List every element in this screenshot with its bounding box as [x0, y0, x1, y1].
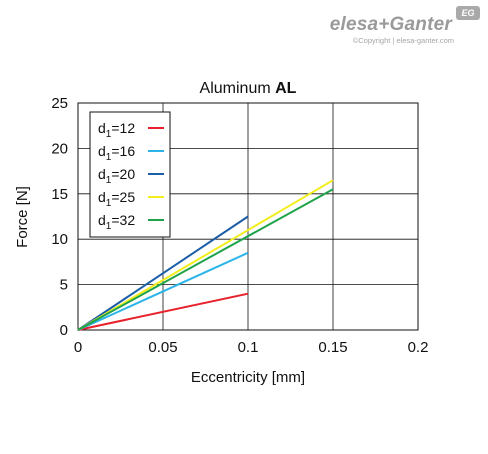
y-tick-label: 10 — [51, 231, 68, 248]
legend-label: d1=32 — [98, 212, 135, 232]
y-tick-labels: 0 5 10 15 20 25 — [51, 95, 68, 339]
y-tick-label: 20 — [51, 140, 68, 157]
y-tick-label: 5 — [60, 277, 68, 294]
series-line-d1-32 — [77, 188, 334, 331]
series-line-d1-12 — [77, 292, 249, 331]
x-tick-label: 0.2 — [408, 339, 429, 356]
x-tick-label: 0.15 — [318, 339, 347, 356]
brand-header: elesa+Ganter ©Copyright | elesa-ganter.c… — [0, 0, 488, 60]
y-axis-label: Force [N] — [14, 186, 31, 248]
x-tick-label: 0 — [74, 339, 82, 356]
legend-label: d1=12 — [98, 120, 135, 140]
legend-label: d1=20 — [98, 166, 135, 186]
brand-copyright: ©Copyright | elesa-ganter.com — [352, 36, 454, 45]
chart-title: Aluminum AL — [200, 80, 297, 97]
y-tick-label: 15 — [51, 186, 68, 203]
brand-badge: EG — [456, 6, 480, 20]
x-tick-label: 0.05 — [148, 339, 177, 356]
series-lines — [77, 179, 334, 331]
y-tick-label: 25 — [51, 95, 68, 112]
legend-label: d1=16 — [98, 143, 135, 163]
series-line-d1-25 — [77, 179, 334, 331]
series-line-d1-20 — [77, 215, 249, 331]
plot-frame — [77, 102, 419, 331]
x-axis-label: Eccentricity [mm] — [191, 369, 305, 386]
x-tick-label: 0.1 — [238, 339, 259, 356]
series-line-d1-16 — [77, 251, 249, 331]
x-tick-labels: 0 0.05 0.1 0.15 0.2 — [74, 339, 429, 356]
legend-label: d1=25 — [98, 189, 135, 209]
brand-logo: elesa+Ganter — [329, 14, 452, 35]
legend: d1=12 d1=16 d1=20 d1=25 d1=32 — [89, 111, 171, 238]
y-tick-label: 0 — [60, 322, 68, 339]
